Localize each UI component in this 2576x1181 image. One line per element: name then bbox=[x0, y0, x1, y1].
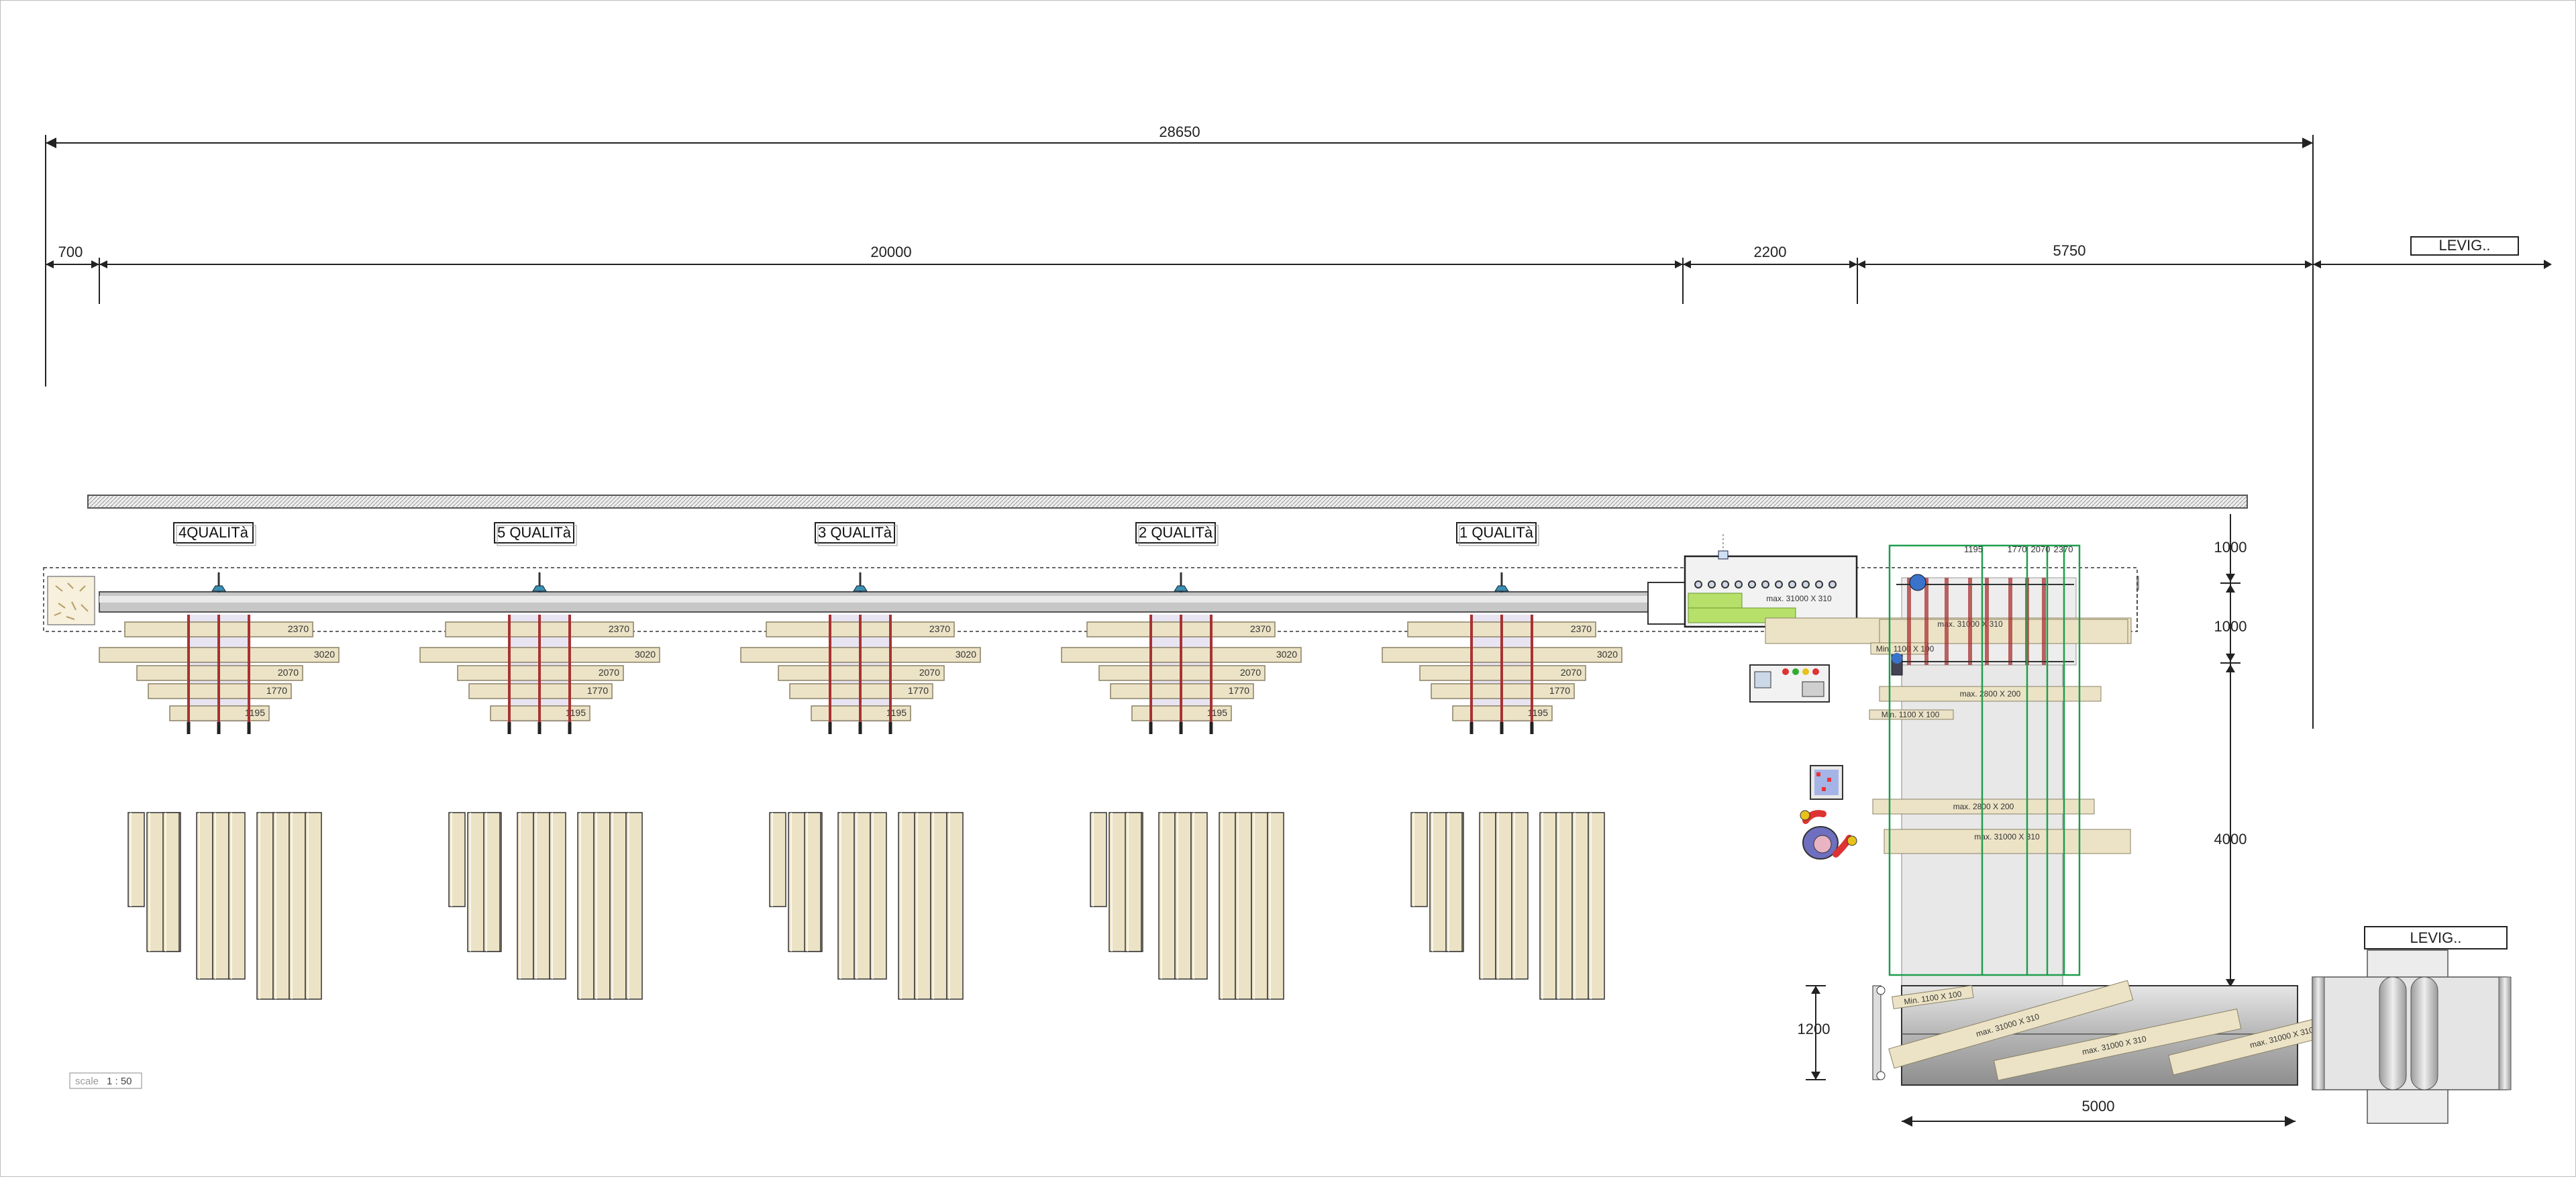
stack-length: 2370 bbox=[1571, 623, 1592, 634]
dimension-20000: 20000 bbox=[870, 244, 911, 260]
stack-length: 1770 bbox=[266, 685, 287, 696]
operator-figure bbox=[1800, 765, 1857, 860]
stack-length: 2070 bbox=[599, 667, 619, 678]
stack-length: 1770 bbox=[908, 685, 929, 696]
dimension-5750: 5750 bbox=[2053, 242, 2086, 259]
scale-value: 1 : 50 bbox=[107, 1076, 132, 1087]
scale-prefix: scale bbox=[75, 1076, 99, 1087]
top-length-label: 2070 bbox=[2031, 544, 2051, 554]
quality-label: 2 QUALITà bbox=[1139, 524, 1213, 541]
levig-top-box: LEVIG.. bbox=[2410, 236, 2519, 256]
stack-length: 3020 bbox=[635, 649, 656, 660]
dimension-700: 700 bbox=[58, 244, 83, 260]
top-length-label: 1770 bbox=[2008, 544, 2027, 554]
levig-top-label: LEVIG.. bbox=[2438, 237, 2490, 254]
levig-bottom-label: LEVIG.. bbox=[2410, 929, 2461, 946]
overhead-beam bbox=[87, 495, 2248, 509]
segment-dimensions: 700 20000 2200 5750 bbox=[46, 242, 2552, 304]
stack-length: 2370 bbox=[929, 623, 950, 634]
stack-length: 3020 bbox=[314, 649, 335, 660]
stack-length: 2370 bbox=[609, 623, 629, 634]
quality-label: 1 QUALITà bbox=[1459, 524, 1534, 541]
vertical-dimensions: 1000 1000 4000 1200 5000 bbox=[1798, 514, 2296, 1127]
stack-length: 2070 bbox=[278, 667, 299, 678]
machine-board-label-5: max. 2800 X 200 bbox=[1953, 802, 2014, 811]
stack-length: 1770 bbox=[1229, 685, 1249, 696]
quality-label: 4QUALITà bbox=[178, 524, 249, 541]
quality-label: 3 QUALITà bbox=[818, 524, 892, 541]
main-conveyor bbox=[43, 567, 2139, 632]
scale-box: scale 1 : 50 bbox=[69, 1072, 142, 1089]
stack-length: 2070 bbox=[1240, 667, 1261, 678]
dimension-h-5000: 5000 bbox=[2082, 1098, 2115, 1115]
dimension-v-1000-mid: 1000 bbox=[2214, 618, 2247, 635]
overall-dimension-label: 28650 bbox=[1159, 123, 1200, 140]
overall-dimension: 28650 bbox=[45, 123, 2314, 729]
stack-length: 2070 bbox=[919, 667, 940, 678]
stack-length: 3020 bbox=[1597, 649, 1618, 660]
control-panel bbox=[1749, 664, 1830, 703]
stack-length: 2070 bbox=[1561, 667, 1582, 678]
dimension-v-1200: 1200 bbox=[1798, 1021, 1831, 1037]
machine-board-label-0: max. 31000 X 310 bbox=[1766, 594, 1832, 603]
stack-length: 1770 bbox=[587, 685, 608, 696]
quality-label: 5 QUALITà bbox=[497, 524, 572, 541]
machine-board-label-4: Min. 1100 X 100 bbox=[1882, 710, 1940, 719]
dimension-2200: 2200 bbox=[1754, 244, 1787, 260]
stack-length: 2370 bbox=[1250, 623, 1271, 634]
machine-board-label-2: Min. 1100 X 100 bbox=[1876, 644, 1935, 654]
sanding-machine: LEVIG.. bbox=[2312, 926, 2512, 1124]
outfeed-conveyor: Min. 1100 X 100 max. 31000 X 310 max. 31… bbox=[1872, 980, 2415, 1086]
cutting-machine: max. 31000 X 310 bbox=[1684, 534, 1858, 628]
stack-length: 1770 bbox=[1549, 685, 1570, 696]
transfer-area: max. 31000 X 310 Min. 1100 X 100 max. 28… bbox=[1765, 544, 2132, 988]
dimension-v-4000: 4000 bbox=[2214, 831, 2247, 848]
stack-length: 3020 bbox=[1276, 649, 1297, 660]
stack-length: 3020 bbox=[956, 649, 976, 660]
top-length-label: 2370 bbox=[2054, 544, 2073, 554]
dimension-v-1000-top: 1000 bbox=[2214, 539, 2247, 556]
stack-length: 2370 bbox=[288, 623, 309, 634]
machine-board-label-6: max. 31000 X 310 bbox=[1974, 832, 2040, 841]
machine-board-label-3: max. 2800 X 200 bbox=[1960, 689, 2021, 699]
top-length-label: 1195 bbox=[1964, 544, 1983, 554]
